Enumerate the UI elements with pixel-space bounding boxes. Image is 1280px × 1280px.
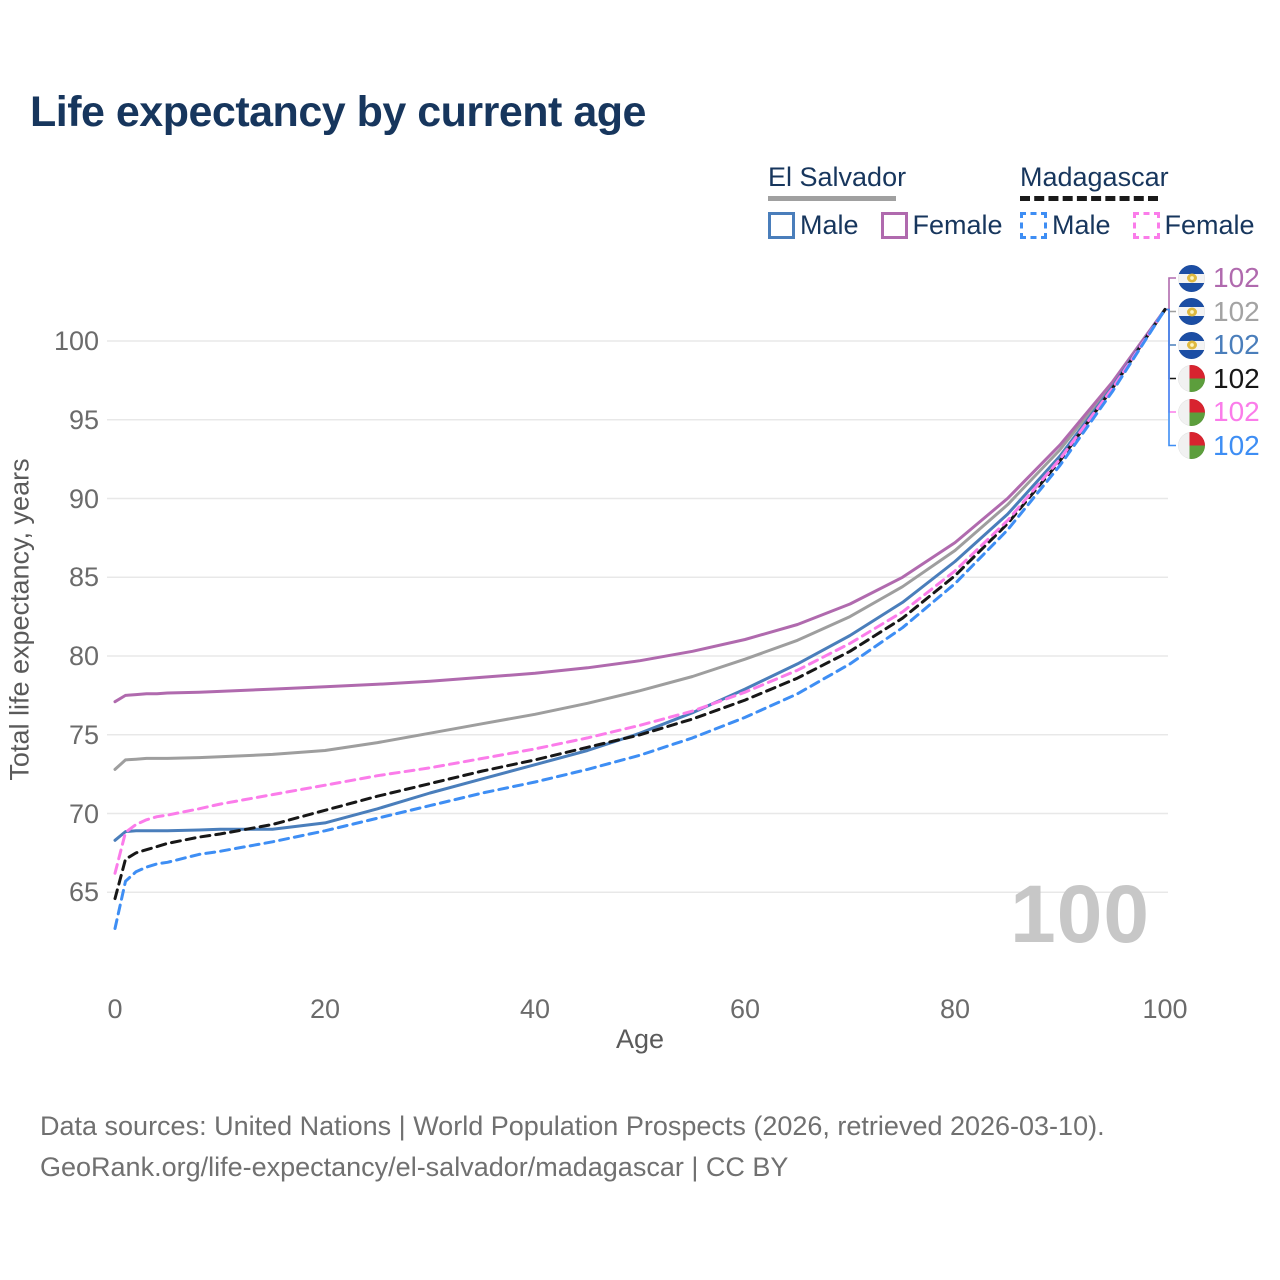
- y-axis-title: Total life expectancy, years: [4, 458, 35, 781]
- end-label-row: 102: [1178, 331, 1260, 359]
- y-tick-label: 90: [68, 483, 99, 514]
- end-label-connector: [1165, 308, 1176, 380]
- legend-swatch-es-male[interactable]: [768, 212, 795, 239]
- end-label-connector: [1165, 308, 1176, 413]
- x-tick-label: 20: [309, 994, 341, 1024]
- legend-item-label: Male: [800, 210, 859, 240]
- chart-line-es-female[interactable]: [113, 308, 1167, 704]
- end-label-value: 102: [1213, 429, 1260, 461]
- footer-data-sources: Data sources: United Nations | World Pop…: [40, 1111, 1105, 1141]
- end-label-row: 102: [1178, 295, 1260, 327]
- x-tick-label: 80: [939, 994, 971, 1024]
- chart-line-es-male[interactable]: [113, 308, 1167, 842]
- x-axis-title: Age: [615, 1024, 665, 1054]
- legend-item-es-female[interactable]: Female: [880, 210, 1003, 241]
- y-tick-label: 85: [68, 562, 99, 593]
- y-tick-label: 75: [68, 719, 99, 750]
- chart-line-mg-both[interactable]: [113, 308, 1167, 901]
- x-tick-label: 100: [1142, 994, 1188, 1024]
- legend-item-label: Male: [1052, 210, 1111, 240]
- flag-icon-el-salvador: [1178, 298, 1205, 325]
- end-label-row: 102: [1178, 429, 1260, 461]
- end-label-value: 102: [1213, 295, 1260, 327]
- legend-item-mg-male[interactable]: Male: [1020, 210, 1111, 241]
- end-label-row: 102: [1178, 264, 1260, 292]
- coat-of-arms-icon: [1186, 340, 1197, 350]
- y-tick-label: 95: [68, 404, 99, 435]
- end-label-connector: [1165, 308, 1176, 346]
- end-label-row: 102: [1178, 362, 1260, 394]
- legend-country-label: Madagascar: [1020, 162, 1169, 192]
- end-label-value: 102: [1213, 362, 1260, 394]
- x-tick-label: 0: [107, 994, 123, 1024]
- flag-icon-madagascar: [1178, 398, 1205, 426]
- end-label-value: 102: [1213, 396, 1260, 427]
- flag-icon-el-salvador: [1178, 331, 1205, 359]
- legend-item-mg-female[interactable]: Female: [1132, 210, 1255, 241]
- y-tick-label: 65: [68, 877, 99, 908]
- legend-group-el-salvador: El Salvador Male Female: [768, 162, 1003, 241]
- end-label-row: 102: [1178, 398, 1260, 426]
- coat-of-arms-icon: [1186, 273, 1197, 283]
- legend-group-madagascar: Madagascar Male Female: [1020, 162, 1255, 241]
- y-tick-label: 80: [68, 641, 99, 671]
- end-label-connector: [1165, 308, 1176, 447]
- footer: Data sources: United Nations | World Pop…: [40, 1106, 1105, 1188]
- chart-line-es-both[interactable]: [113, 308, 1167, 771]
- current-age-watermark: 100: [1010, 869, 1150, 960]
- end-label-connector: [1165, 277, 1176, 311]
- chart-line-mg-male[interactable]: [113, 308, 1167, 930]
- flag-icon-madagascar: [1178, 432, 1205, 459]
- chart-line-mg-female[interactable]: [113, 308, 1167, 875]
- flag-icon-madagascar: [1178, 365, 1205, 392]
- y-tick-label: 100: [53, 326, 99, 356]
- dashed-line-swatch: [1020, 196, 1158, 201]
- x-tick-label: 60: [729, 994, 761, 1024]
- legend-swatch-es-female[interactable]: [880, 212, 908, 239]
- y-tick-label: 70: [68, 798, 99, 829]
- end-label-value: 102: [1213, 329, 1260, 360]
- solid-line-swatch: [768, 196, 896, 201]
- x-tick-label: 40: [519, 994, 551, 1024]
- legend-swatch-mg-female[interactable]: [1132, 212, 1160, 239]
- footer-source-url[interactable]: GeoRank.org/life-expectancy/el-salvador/…: [40, 1152, 789, 1182]
- page-title: Life expectancy by current age: [30, 88, 646, 136]
- legend-item-es-male[interactable]: Male: [768, 210, 859, 241]
- legend-item-label: Female: [1164, 210, 1255, 240]
- legend-swatch-mg-male[interactable]: [1020, 212, 1047, 239]
- legend-item-label: Female: [912, 210, 1003, 240]
- flag-icon-el-salvador: [1178, 264, 1205, 292]
- legend-country-label: El Salvador: [768, 162, 907, 192]
- coat-of-arms-icon: [1186, 307, 1197, 316]
- end-label-value: 102: [1213, 262, 1260, 293]
